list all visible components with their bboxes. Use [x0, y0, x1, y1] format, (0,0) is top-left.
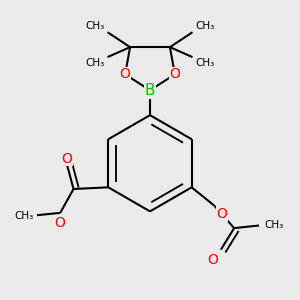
Text: CH₃: CH₃	[85, 58, 105, 68]
Text: O: O	[169, 68, 180, 81]
Text: O: O	[216, 207, 227, 221]
Text: CH₃: CH₃	[195, 58, 214, 68]
Text: O: O	[54, 215, 65, 230]
Text: O: O	[207, 253, 218, 267]
Text: B: B	[145, 83, 155, 98]
Text: O: O	[61, 152, 72, 166]
Text: CH₃: CH₃	[14, 211, 34, 221]
Text: CH₃: CH₃	[195, 21, 214, 31]
Text: O: O	[120, 68, 130, 81]
Text: CH₃: CH₃	[85, 21, 105, 31]
Text: CH₃: CH₃	[264, 220, 283, 230]
